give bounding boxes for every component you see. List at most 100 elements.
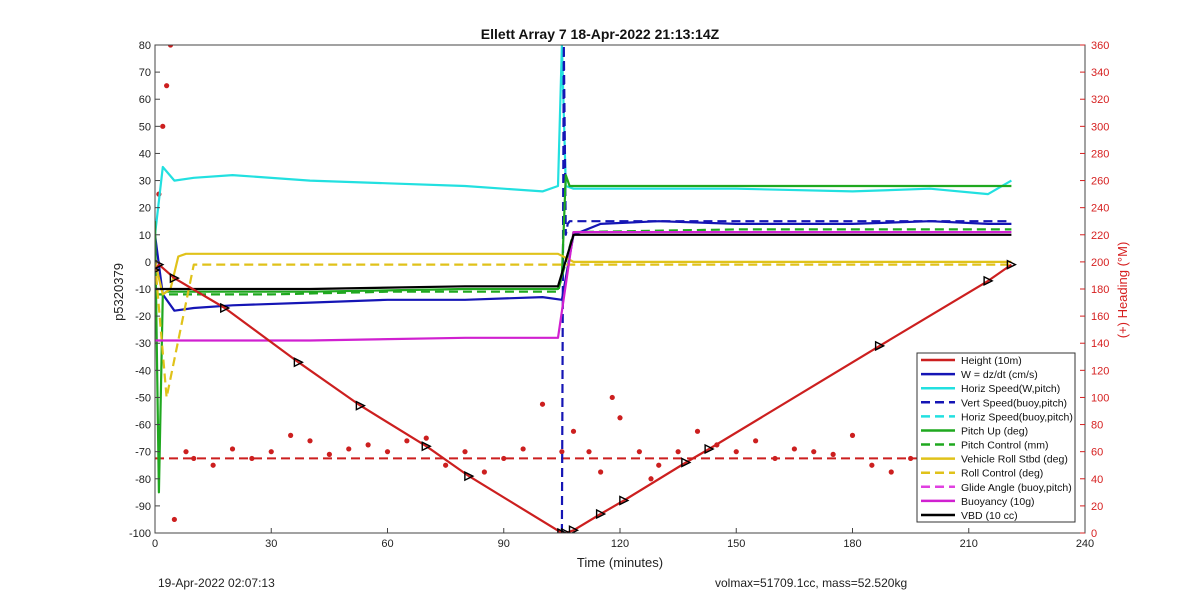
y2-tick-label: 260 xyxy=(1091,176,1109,188)
y-tick-label: 30 xyxy=(139,176,151,188)
y-tick-label: 20 xyxy=(139,203,151,215)
y-tick-label: -70 xyxy=(135,447,151,459)
heading-point xyxy=(811,449,817,455)
y-tick-label: 80 xyxy=(139,40,151,52)
heading-point xyxy=(164,83,170,89)
y-tick-label: 10 xyxy=(139,230,151,242)
y-tick-label: 60 xyxy=(139,94,151,106)
x-tick-label: 150 xyxy=(727,538,745,550)
heading-point xyxy=(443,462,449,468)
heading-point xyxy=(908,455,914,462)
heading-point xyxy=(733,449,739,455)
heading-point xyxy=(849,432,856,438)
heading-point xyxy=(675,449,681,455)
footer-mass: volmax=51709.1cc, mass=52.520kg xyxy=(715,576,907,590)
heading-point xyxy=(384,449,391,455)
height-marker xyxy=(874,340,886,352)
x-tick-label: 60 xyxy=(381,538,393,550)
heading-point xyxy=(791,446,797,452)
heading-point xyxy=(598,469,604,475)
series-line-1 xyxy=(155,220,1012,312)
heading-point xyxy=(160,123,166,129)
legend: Height (10m) W = dz/dt (cm/s) Horiz Speed(… xyxy=(916,352,1076,523)
y2-tick-label: 40 xyxy=(1091,474,1103,486)
y-tick-label: -50 xyxy=(135,392,151,404)
height-marker xyxy=(464,470,475,482)
x-tick-label: 240 xyxy=(1076,538,1094,550)
y-axis-label: p5320379 xyxy=(111,263,126,321)
y2-tick-label: 340 xyxy=(1091,67,1109,79)
heading-point xyxy=(586,449,592,455)
legend-entry: Glide Angle (buoy,pitch) xyxy=(961,482,1072,494)
y-tick-label: -80 xyxy=(135,474,151,486)
y2-tick-label: 20 xyxy=(1091,501,1103,513)
x-tick-label: 90 xyxy=(498,538,510,550)
series-line-0 xyxy=(155,263,1013,533)
y2-tick-label: 120 xyxy=(1091,365,1109,377)
heading-point xyxy=(609,394,615,401)
heading-point xyxy=(830,451,836,457)
y-tick-label: -90 xyxy=(135,501,151,513)
x-tick-label: 30 xyxy=(265,538,277,550)
height-marker xyxy=(169,273,180,284)
y2-tick-label: 300 xyxy=(1091,121,1109,133)
legend-entry: Buoyancy (10g) xyxy=(961,496,1035,508)
series-line-10 xyxy=(155,231,1012,342)
y-tick-label: 50 xyxy=(139,121,151,133)
y2-tick-label: 320 xyxy=(1091,94,1109,106)
height-marker xyxy=(1006,259,1017,270)
heading-point xyxy=(539,401,546,407)
legend-entry: Roll Control (deg) xyxy=(961,468,1043,480)
legend-entry: Vehicle Roll Stbd (deg) xyxy=(961,454,1068,466)
heading-point xyxy=(288,432,294,438)
legend-entry: Vert Speed(buoy,pitch) xyxy=(961,397,1067,409)
heading-point xyxy=(888,469,894,475)
heading-point xyxy=(481,469,487,475)
heading-point xyxy=(570,428,577,434)
heading-point xyxy=(404,438,410,444)
y2-axis-label: (+) Heading (°M) xyxy=(1115,242,1130,339)
x-tick-label: 0 xyxy=(152,538,158,550)
height-marker xyxy=(421,441,432,452)
series-line-6 xyxy=(155,228,1012,296)
x-tick-label: 210 xyxy=(960,538,978,550)
y-tick-label: -100 xyxy=(129,528,151,540)
height-marker xyxy=(983,275,994,286)
height-marker xyxy=(561,527,572,533)
y-tick-label: -10 xyxy=(135,284,151,296)
y-tick-label: -40 xyxy=(135,365,151,377)
legend-entry: Pitch Up (deg) xyxy=(961,425,1028,437)
heading-point xyxy=(656,462,662,468)
heading-point xyxy=(191,455,197,462)
y-tick-label: -30 xyxy=(135,338,151,350)
y2-tick-label: 200 xyxy=(1091,257,1109,269)
heading-point xyxy=(326,451,332,457)
y-tick-label: 70 xyxy=(139,67,151,79)
heading-point xyxy=(520,446,526,452)
height-marker xyxy=(155,259,165,270)
height-marker xyxy=(355,400,366,411)
heading-point xyxy=(229,446,236,452)
y-tick-label: 40 xyxy=(139,148,151,160)
heading-point xyxy=(346,446,352,452)
height-marker xyxy=(619,495,630,506)
y2-tick-label: 0 xyxy=(1091,528,1097,540)
legend-entry: W = dz/dt (cm/s) xyxy=(961,369,1038,381)
height-marker xyxy=(704,443,715,455)
heading-point xyxy=(171,516,177,523)
y2-tick-label: 140 xyxy=(1091,338,1109,350)
heading-point xyxy=(249,455,255,462)
legend-entry: Horiz Speed(W,pitch) xyxy=(961,383,1060,395)
height-marker xyxy=(220,302,231,314)
legend-entry: Pitch Control (mm) xyxy=(961,440,1049,452)
heading-point xyxy=(423,435,429,441)
y-tick-label: -60 xyxy=(135,420,151,432)
x-tick-label: 120 xyxy=(611,538,629,550)
y2-tick-label: 240 xyxy=(1091,203,1109,215)
series-line-8 xyxy=(155,261,1012,399)
legend-entry: Horiz Speed(buoy,pitch) xyxy=(961,411,1073,423)
series-line-3 xyxy=(560,45,1012,533)
y2-tick-label: 220 xyxy=(1091,230,1109,242)
heading-point xyxy=(210,462,216,468)
legend-box xyxy=(916,352,1076,523)
